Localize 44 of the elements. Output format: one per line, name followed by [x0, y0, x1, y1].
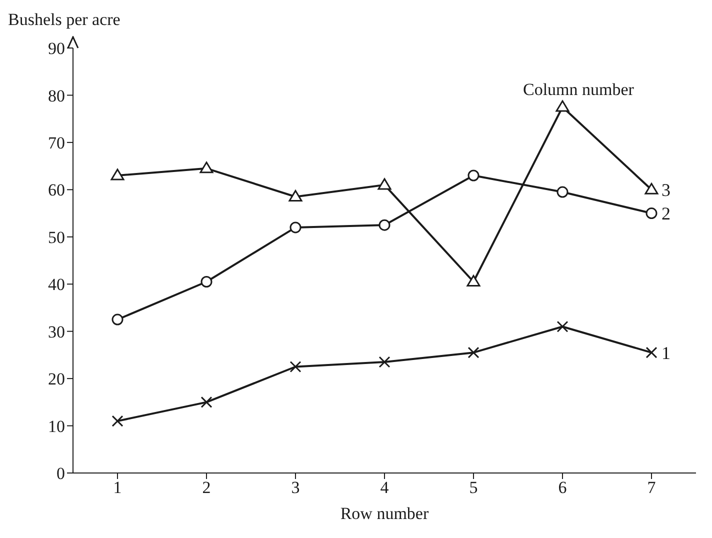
- series-label: 2: [662, 204, 670, 224]
- x-axis-title: Row number: [340, 504, 429, 523]
- y-tick-label: 10: [48, 416, 65, 436]
- point: [290, 361, 302, 372]
- x-tick-label: 1: [113, 478, 122, 498]
- y-tick-label: 80: [48, 86, 65, 106]
- point: [644, 182, 658, 194]
- series-label: 3: [662, 180, 670, 200]
- y-tick-label: 30: [48, 322, 65, 342]
- y-tick-label: 70: [48, 133, 65, 152]
- point: [112, 314, 124, 326]
- y-tick-label: 90: [48, 39, 65, 58]
- x-tick-label: 6: [558, 478, 567, 498]
- point: [200, 396, 212, 408]
- point: [556, 186, 568, 198]
- point: [378, 178, 392, 190]
- point: [110, 168, 124, 180]
- point: [646, 208, 658, 220]
- point: [646, 346, 658, 358]
- point: [200, 162, 214, 174]
- point: [378, 356, 390, 368]
- point: [378, 219, 390, 231]
- y-tick-label: 60: [48, 180, 65, 200]
- x-tick-label: 5: [469, 478, 478, 498]
- legend-title: Column number: [523, 80, 634, 100]
- point: [290, 222, 302, 234]
- x-tick-label: 7: [647, 478, 656, 498]
- point: [112, 415, 124, 427]
- y-tick-label: 50: [48, 228, 65, 247]
- point: [200, 276, 212, 288]
- x-tick-label: 2: [202, 478, 211, 498]
- series-label: 1: [662, 342, 670, 363]
- y-tick-label: 40: [48, 275, 65, 294]
- y-tick-label: 20: [48, 370, 65, 389]
- point: [468, 170, 480, 182]
- point: [466, 275, 480, 286]
- y-axis-title: Bushels per acre: [8, 10, 120, 30]
- y-tick-label: 0: [56, 464, 65, 484]
- point: [288, 190, 302, 202]
- point: [468, 346, 480, 358]
- x-tick-label: 3: [291, 478, 300, 498]
- point: [556, 320, 568, 332]
- point: [556, 100, 570, 112]
- x-tick-label: 4: [380, 478, 390, 498]
